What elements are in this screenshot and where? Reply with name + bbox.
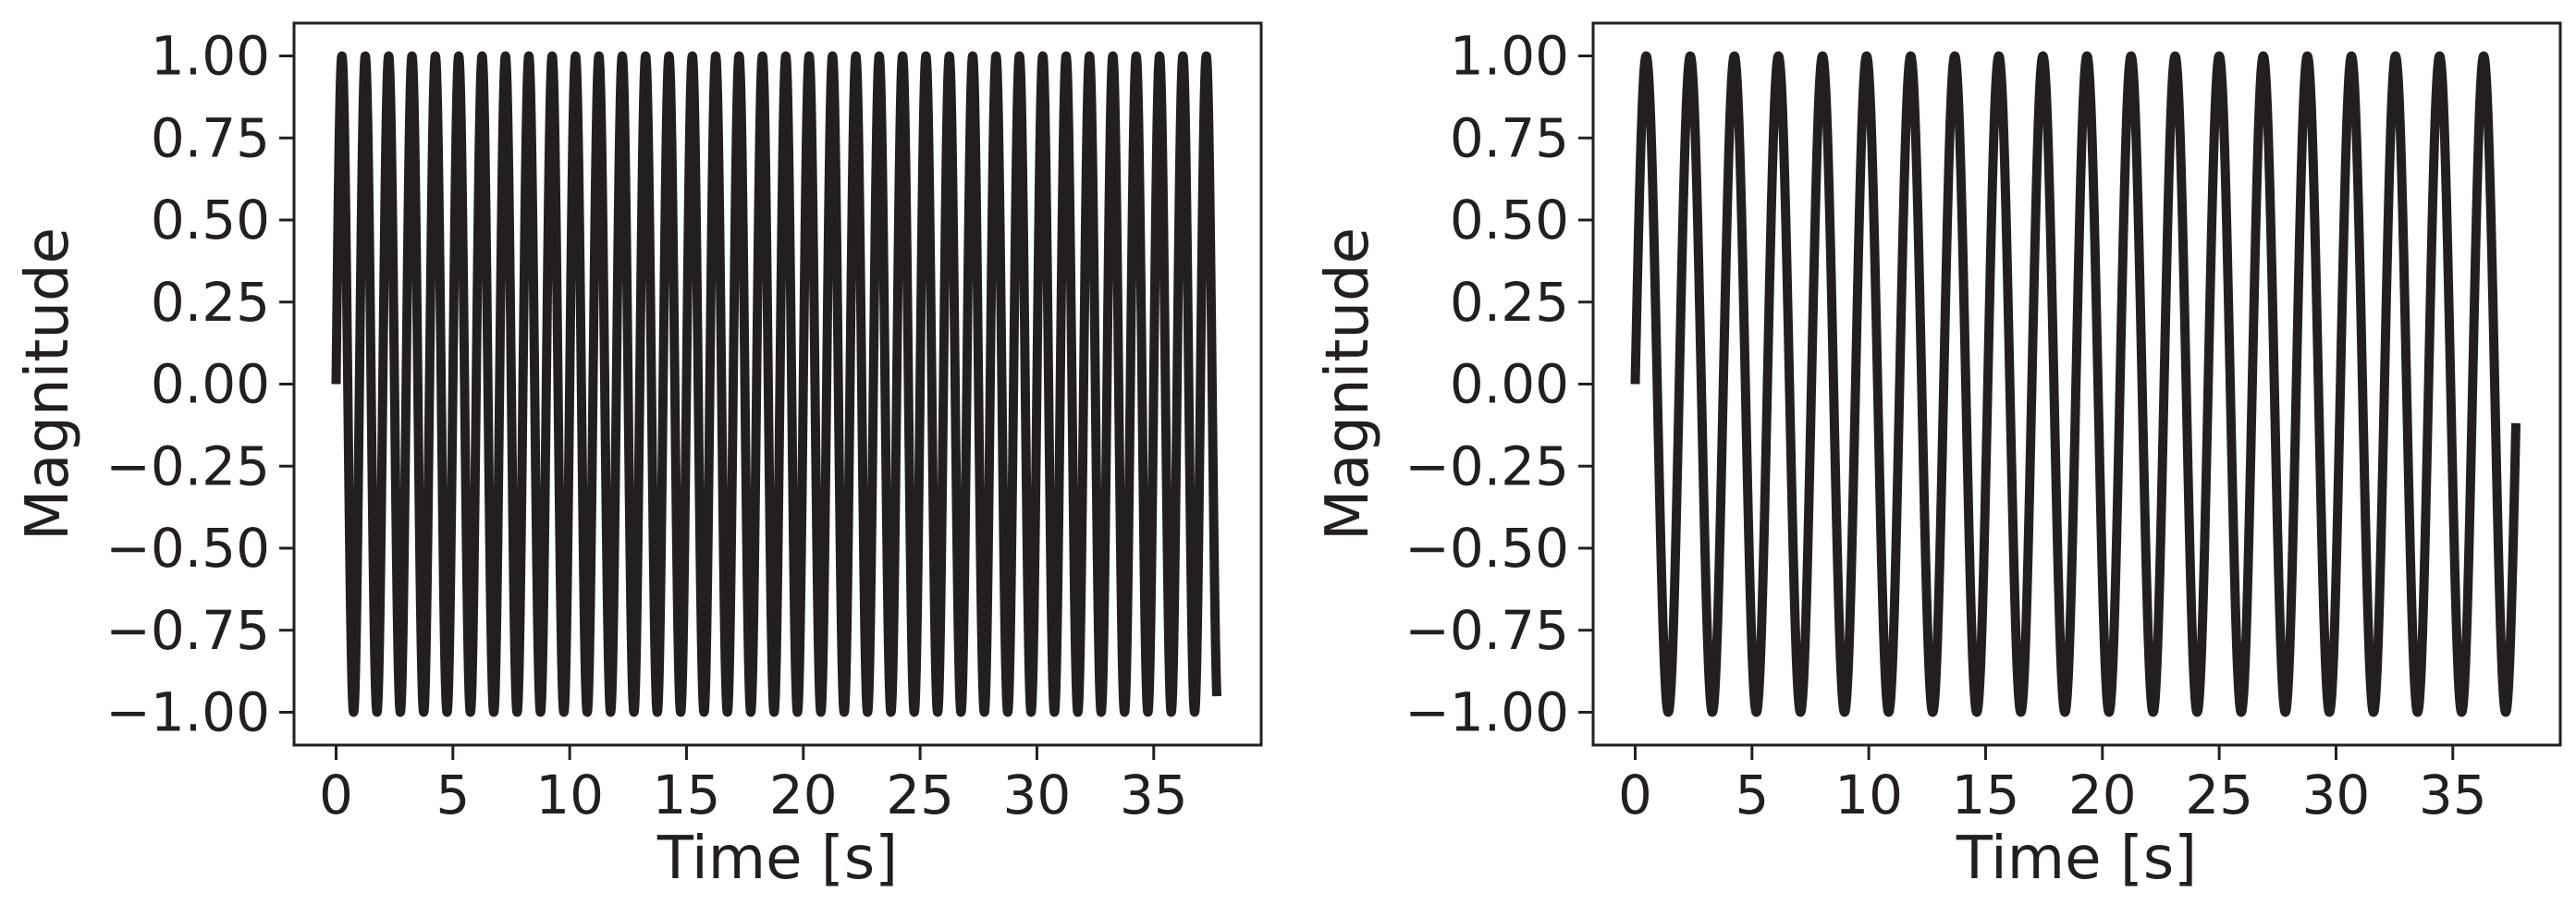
x-tick-label: 20 [2068,764,2137,826]
y-tick-label: 0.00 [151,353,270,416]
y-tick-label: 1.00 [151,25,270,88]
x-tick-label: 25 [2185,764,2253,826]
y-tick-label: −1.00 [105,681,270,744]
x-tick-label: 20 [769,764,838,826]
x-tick-label: 35 [2419,764,2487,826]
x-tick-label: 15 [653,764,721,826]
left-chart: 0 5 10 15 20 25 30 35 −1.00 −0.75 −0.50 −0.25 0.00 0.… [14,21,1263,893]
x-tick-label: 0 [319,764,353,826]
x-axis-label: Time [s] [656,825,898,893]
y-tick-label: −0.50 [105,517,270,580]
x-tick-label: 0 [1618,764,1652,826]
x-tick-label: 30 [2302,764,2371,826]
y-tick-label: 0.50 [1450,189,1569,251]
y-tick-label: 0.25 [151,271,270,334]
y-tick-label: −1.00 [1405,681,1569,744]
y-axis-label: Magnitude [1314,227,1382,541]
series-line [1630,51,2521,717]
y-tick-label: −0.75 [105,599,270,662]
x-tick-label: 15 [1952,764,2020,826]
y-tick-label: −0.50 [1405,517,1569,580]
x-tick-label: 5 [435,764,470,826]
x-tick-label: 30 [1003,764,1072,826]
x-tick-label: 5 [1735,764,1769,826]
x-axis-label: Time [s] [1956,825,2197,893]
right-chart: 0 5 10 15 20 25 30 35 −1.00 −0.75 −0.50 −0.25 0.00 0.… [1314,21,2562,893]
x-tick-label: 35 [1120,764,1188,826]
y-tick-label: 1.00 [1450,25,1569,88]
x-tick-label: 25 [886,764,954,826]
y-tick-label: 0.75 [1450,106,1569,169]
y-tick-label: −0.75 [1405,599,1569,662]
y-tick-label: 0.75 [151,106,270,169]
y-tick-label: 0.00 [1450,353,1569,416]
y-tick-label: −0.25 [1405,434,1569,497]
series-line [331,51,1221,717]
y-tick-label: 0.25 [1450,271,1569,334]
y-axis-label: Magnitude [14,227,82,541]
y-tick-label: −0.25 [105,434,270,497]
x-tick-label: 10 [1834,764,1903,826]
x-tick-label: 10 [535,764,604,826]
y-tick-label: 0.50 [151,189,270,251]
